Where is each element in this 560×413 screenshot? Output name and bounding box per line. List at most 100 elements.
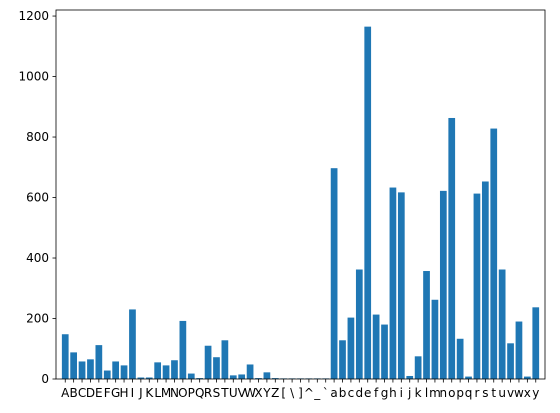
bar-s — [481, 181, 489, 379]
x-tick-label-34: c — [348, 386, 355, 400]
x-tick-label-41: j — [407, 386, 411, 400]
x-tick-label-35: d — [356, 386, 364, 400]
x-tick-label-50: s — [482, 386, 488, 400]
bar-h — [389, 187, 397, 379]
x-tick-label-30: _ — [313, 386, 321, 400]
x-tick-label-29: ^ — [304, 386, 314, 400]
bar-n — [439, 190, 447, 379]
bar-a — [330, 168, 338, 379]
bar-t — [490, 128, 498, 379]
bar-X — [255, 378, 262, 379]
x-axis: A B C D E F G H I J K L MN O P Q R S T U VWX Y Z[\] ^ _ ` a b c d e f g h… — [61, 379, 539, 400]
x-tick-label-25: Z — [271, 386, 279, 400]
bar-P — [187, 373, 195, 379]
x-tick-label-39: h — [389, 386, 397, 400]
x-tick-label-2: C — [78, 386, 86, 400]
x-tick-label-15: P — [188, 386, 195, 400]
bar-B — [70, 352, 77, 379]
bar-x — [523, 376, 531, 379]
x-tick-label-12: M — [161, 386, 171, 400]
bar-H — [120, 365, 128, 379]
x-tick-label-1: B — [70, 386, 78, 400]
bar-Z — [271, 378, 279, 379]
x-tick-label-22: W — [244, 386, 256, 400]
x-tick-label-51: t — [491, 386, 496, 400]
x-tick-label-8: I — [131, 386, 135, 400]
bar-D — [87, 359, 94, 379]
x-tick-label-7: H — [120, 386, 129, 400]
x-tick-label-52: u — [498, 386, 506, 400]
bar-v — [507, 343, 514, 379]
x-tick-label-36: e — [364, 386, 371, 400]
bar-o — [448, 117, 456, 379]
x-tick-label-11: L — [154, 386, 161, 400]
x-tick-label-23: X — [254, 386, 262, 400]
x-tick-label-16: Q — [195, 386, 204, 400]
bar-L — [154, 362, 162, 379]
x-tick-label-55: x — [524, 386, 531, 400]
y-tick-label: 800 — [26, 130, 49, 144]
x-tick-label-3: D — [86, 386, 95, 400]
y-axis: 0 200 400 600 800 1000 1200 — [18, 9, 56, 386]
bar-U — [229, 375, 237, 379]
bar-O — [179, 320, 187, 379]
bar-V — [238, 374, 246, 379]
bars-group — [61, 26, 540, 379]
x-tick-label-21: V — [238, 386, 247, 400]
x-tick-label-20: U — [229, 386, 238, 400]
y-tick-label: 1000 — [18, 70, 49, 84]
bar-i — [397, 192, 405, 379]
x-tick-label-54: w — [514, 386, 524, 400]
bar-F — [103, 370, 111, 379]
y-tick-label: 0 — [41, 372, 49, 386]
bar-g — [381, 324, 388, 379]
bar-R — [204, 345, 212, 379]
y-tick-label: 1200 — [18, 9, 49, 23]
bar-A — [61, 334, 69, 379]
bar-N — [171, 360, 178, 379]
x-tick-label-38: g — [381, 386, 389, 400]
plot-frame — [55, 9, 546, 380]
x-tick-label-27: \ — [290, 386, 295, 400]
x-tick-label-49: r — [474, 386, 479, 400]
x-tick-label-47: p — [456, 386, 464, 400]
x-tick-label-28: ] — [298, 386, 303, 400]
bar-l — [423, 271, 430, 379]
bar-j — [406, 375, 414, 379]
x-tick-label-5: F — [104, 386, 111, 400]
bar-C — [78, 361, 86, 379]
x-tick-label-56: y — [532, 386, 539, 400]
bar-K — [145, 377, 153, 379]
bar-Y — [263, 372, 271, 379]
bar-J — [137, 377, 145, 379]
x-tick-label-33: b — [339, 386, 347, 400]
x-tick-label-45: n — [440, 386, 448, 400]
bar-T — [221, 340, 229, 379]
x-tick-label-53: v — [507, 386, 514, 400]
bar-M — [162, 365, 170, 379]
y-tick-label: 600 — [26, 191, 49, 205]
bar-p — [456, 338, 464, 379]
bar-m — [431, 299, 439, 379]
bar-q — [465, 376, 472, 379]
x-tick-label-24: Y — [262, 386, 271, 400]
bar-r — [473, 193, 481, 379]
bar-f — [372, 314, 380, 379]
bar-d — [355, 269, 363, 379]
x-tick-label-48: q — [465, 386, 473, 400]
x-tick-label-43: l — [425, 386, 428, 400]
x-tick-label-9: J — [138, 386, 143, 400]
bar-c — [347, 317, 355, 379]
bar-E — [95, 345, 103, 379]
x-tick-label-32: a — [330, 386, 337, 400]
bar-b — [339, 340, 346, 379]
bar-k — [414, 356, 422, 379]
x-tick-label-18: S — [213, 386, 221, 400]
x-tick-label-44: m — [429, 386, 441, 400]
x-tick-label-14: O — [178, 386, 187, 400]
x-tick-label-19: T — [220, 386, 229, 400]
x-tick-label-6: G — [111, 386, 120, 400]
bar-y — [532, 307, 540, 379]
bar-w — [515, 321, 523, 379]
